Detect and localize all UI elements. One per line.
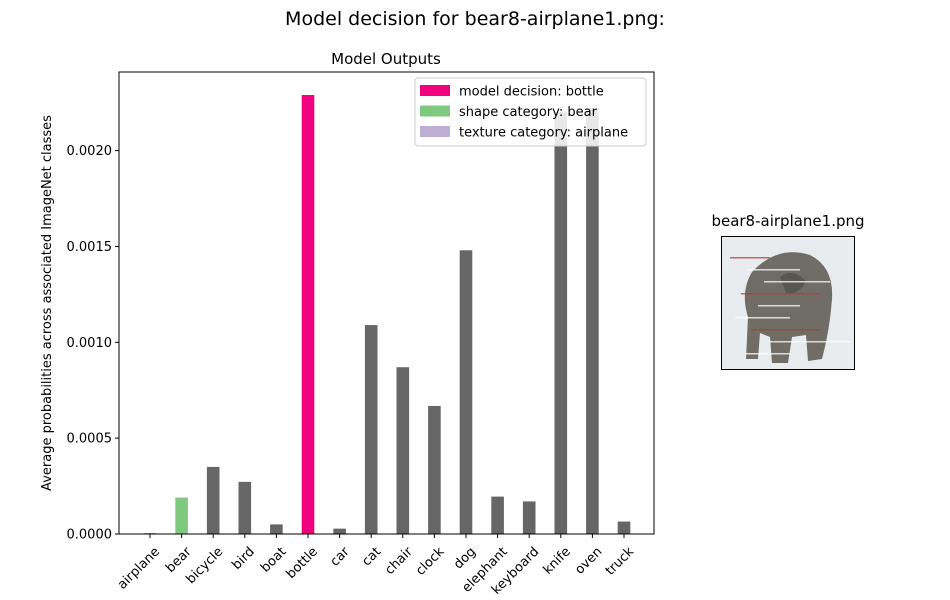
stimulus-image: [721, 236, 855, 370]
legend-box: [414, 77, 647, 147]
bar-dog: [459, 250, 473, 534]
texture-streak: [769, 341, 850, 343]
x-tick-label-chair: chair: [382, 544, 416, 578]
bear-shape: [744, 252, 833, 363]
x-tick-label-bird: bird: [229, 544, 257, 572]
bar-bicycle: [206, 466, 220, 534]
y-tick-label: 0.0015: [67, 240, 113, 255]
x-tick-label-clock: clock: [413, 544, 448, 579]
bar-bird: [238, 481, 252, 534]
x-tick-label-oven: oven: [572, 544, 605, 577]
bar-boat: [270, 524, 283, 534]
texture-streak: [746, 353, 790, 355]
texture-streak: [752, 329, 820, 331]
legend-swatch: [420, 105, 450, 117]
bar-cat: [364, 325, 378, 534]
texture-streak: [758, 305, 800, 307]
bar-keyboard: [522, 501, 536, 534]
y-axis-label: Average probabilities across associated …: [40, 115, 55, 491]
bar-elephant: [491, 496, 504, 534]
x-tick-label-car: car: [328, 544, 354, 570]
legend: model decision: bottle shape category: be…: [414, 77, 647, 147]
y-tick-label: 0.0000: [67, 528, 113, 543]
legend-label: shape category: bear: [459, 105, 598, 120]
chart-title: Model Outputs: [331, 50, 441, 68]
bar-clock: [428, 405, 441, 534]
x-tick-label-knife: knife: [541, 544, 574, 577]
bar-chair: [396, 367, 410, 534]
x-tick-label-bottle: bottle: [284, 544, 321, 581]
x-tick-label-cat: cat: [359, 544, 384, 569]
texture-streak: [730, 257, 770, 259]
bear-shadow: [780, 272, 806, 294]
bar-knife: [554, 112, 568, 534]
legend-label: texture category: airplane: [459, 126, 628, 141]
bar-oven: [586, 108, 599, 535]
bar-truck: [617, 521, 631, 534]
bar-bear: [175, 497, 188, 534]
x-tick-label-truck: truck: [603, 544, 638, 579]
figure-title: Model decision for bear8-airplane1.png:: [285, 8, 665, 30]
texture-streak: [741, 293, 820, 295]
bar-bottle: [301, 95, 315, 534]
legend-label: model decision: bottle: [459, 85, 604, 100]
legend-swatch: [420, 85, 450, 96]
bar-car: [333, 528, 346, 534]
y-tick-label: 0.0010: [67, 336, 113, 351]
plot-frame: [118, 71, 655, 535]
legend-swatch: [420, 126, 450, 137]
texture-streak: [747, 269, 800, 271]
texture-streak: [764, 281, 830, 283]
x-tick-label-dog: dog: [451, 544, 479, 572]
y-tick-label: 0.0020: [67, 144, 113, 159]
y-tick-label: 0.0005: [67, 432, 113, 447]
image-title: bear8-airplane1.png: [711, 212, 865, 230]
x-tick-label-airplane: airplane: [115, 544, 163, 592]
texture-streak: [735, 317, 790, 319]
